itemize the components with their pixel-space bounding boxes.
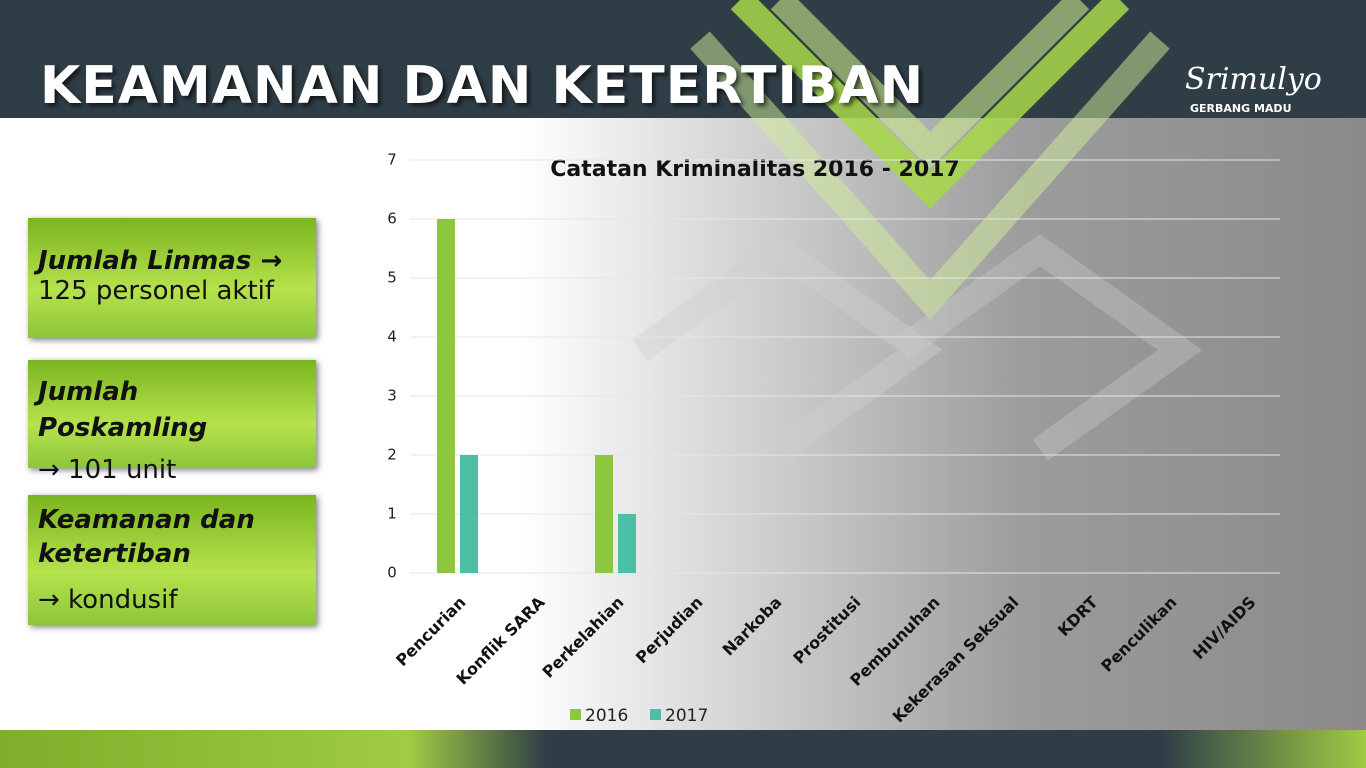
box-heading: Jumlah Poskamling	[38, 377, 208, 443]
bar	[618, 514, 636, 573]
footer-bar	[0, 730, 1366, 768]
box-text: → kondusif	[38, 585, 178, 615]
y-tick-label: 3	[387, 387, 397, 405]
logo: Srimulyo	[1185, 62, 1322, 97]
y-tick-label: 0	[387, 564, 397, 582]
info-box: Jumlah Linmas → 125 personel aktif	[28, 218, 316, 338]
box-text: → 101 unit	[38, 455, 177, 485]
x-tick-label: HIV/AIDS	[1189, 593, 1260, 664]
x-tick-label: Narkoba	[719, 593, 786, 660]
x-tick-label: KDRT	[1054, 593, 1102, 641]
legend-label: 2016	[585, 706, 628, 726]
legend-swatch	[570, 709, 581, 720]
slide-title: KEAMANAN DAN KETERTIBAN	[40, 56, 925, 116]
y-tick-label: 7	[387, 151, 397, 169]
box-heading: Jumlah Linmas →	[38, 246, 283, 276]
x-tick-label: Prostitusi	[789, 593, 864, 668]
box-text: 125 personel aktif	[38, 276, 275, 306]
legend-swatch	[650, 709, 661, 720]
y-tick-label: 2	[387, 446, 397, 464]
logo-subtitle: GERBANG MADU	[1190, 102, 1292, 115]
x-tick-label: Penculikan	[1097, 593, 1180, 676]
info-box: Keamanan dan ketertiban → kondusif	[28, 495, 316, 625]
y-tick-label: 5	[387, 269, 397, 287]
y-tick-label: 6	[387, 210, 397, 228]
chart-title: Catatan Kriminalitas 2016 - 2017	[550, 157, 960, 182]
bar	[460, 455, 478, 573]
y-tick-label: 4	[387, 328, 397, 346]
x-tick-label: Perkelahian	[539, 593, 628, 682]
info-box: Jumlah Poskamling → 101 unit	[28, 360, 316, 485]
legend-label: 2017	[665, 706, 708, 726]
x-tick-label: Pencurian	[392, 593, 469, 670]
bar	[437, 219, 455, 573]
y-tick-label: 1	[387, 505, 397, 523]
box-heading: Keamanan dan ketertiban	[38, 505, 255, 569]
x-tick-label: Perjudian	[632, 593, 707, 668]
bar	[595, 455, 613, 573]
